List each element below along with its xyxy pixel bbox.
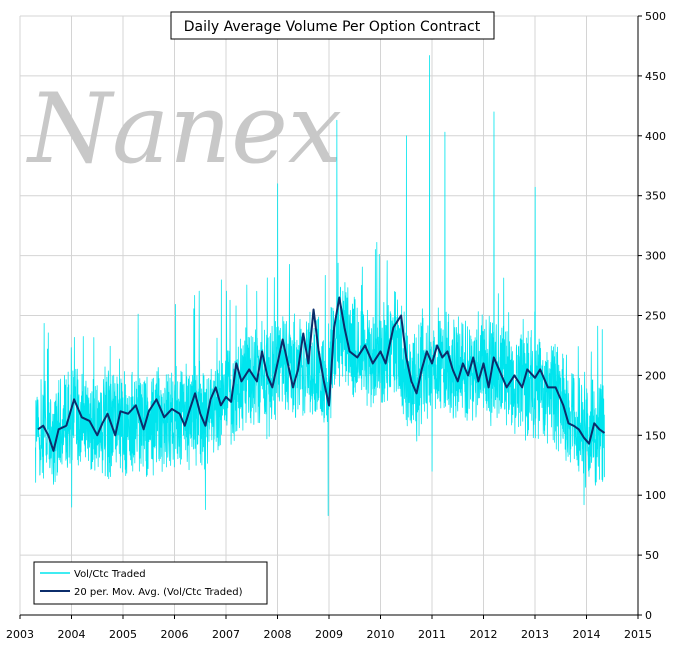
x-tick-label: 2015 bbox=[624, 628, 652, 641]
watermark: Nanex bbox=[26, 73, 342, 185]
x-tick-label: 2012 bbox=[470, 628, 498, 641]
legend-label-moving-average: 20 per. Mov. Avg. (Vol/Ctc Traded) bbox=[74, 587, 243, 598]
x-tick-label: 2010 bbox=[367, 628, 395, 641]
x-tick-label: 2007 bbox=[212, 628, 240, 641]
x-tick-label: 2004 bbox=[58, 628, 86, 641]
chart-title-box: Daily Average Volume Per Option Contract bbox=[170, 11, 495, 40]
y-tick-label: 0 bbox=[645, 609, 652, 622]
x-tick-label: 2008 bbox=[264, 628, 292, 641]
x-tick-label: 2011 bbox=[418, 628, 446, 641]
x-tick-label: 2013 bbox=[521, 628, 549, 641]
x-tick-label: 2003 bbox=[6, 628, 34, 641]
y-tick-label: 150 bbox=[645, 429, 666, 442]
y-tick-label: 500 bbox=[645, 10, 666, 23]
series-line-moving-average bbox=[37, 296, 606, 452]
x-tick-label: 2006 bbox=[161, 628, 189, 641]
legend-label-daily: Vol/Ctc Traded bbox=[74, 569, 146, 580]
y-tick-label: 350 bbox=[645, 190, 666, 203]
chart-title: Daily Average Volume Per Option Contract bbox=[184, 19, 481, 35]
series-layer bbox=[35, 55, 606, 516]
y-tick-label: 200 bbox=[645, 369, 666, 382]
legend: Vol/Ctc Traded 20 per. Mov. Avg. (Vol/Ct… bbox=[33, 561, 268, 605]
x-tick-label: 2014 bbox=[573, 628, 601, 641]
y-tick-label: 100 bbox=[645, 489, 666, 502]
y-tick-label: 300 bbox=[645, 250, 666, 263]
y-tick-label: 450 bbox=[645, 70, 666, 83]
y-tick-label: 250 bbox=[645, 310, 666, 323]
y-tick-label: 50 bbox=[645, 549, 659, 562]
y-tick-label: 400 bbox=[645, 130, 666, 143]
x-tick-label: 2005 bbox=[109, 628, 137, 641]
x-tick-label: 2009 bbox=[315, 628, 343, 641]
axes: 0 50 100 150 200 250 300 350 400 450 500 2003 2004 20… bbox=[6, 10, 666, 641]
nanex-watermark: Nanex bbox=[26, 73, 342, 185]
